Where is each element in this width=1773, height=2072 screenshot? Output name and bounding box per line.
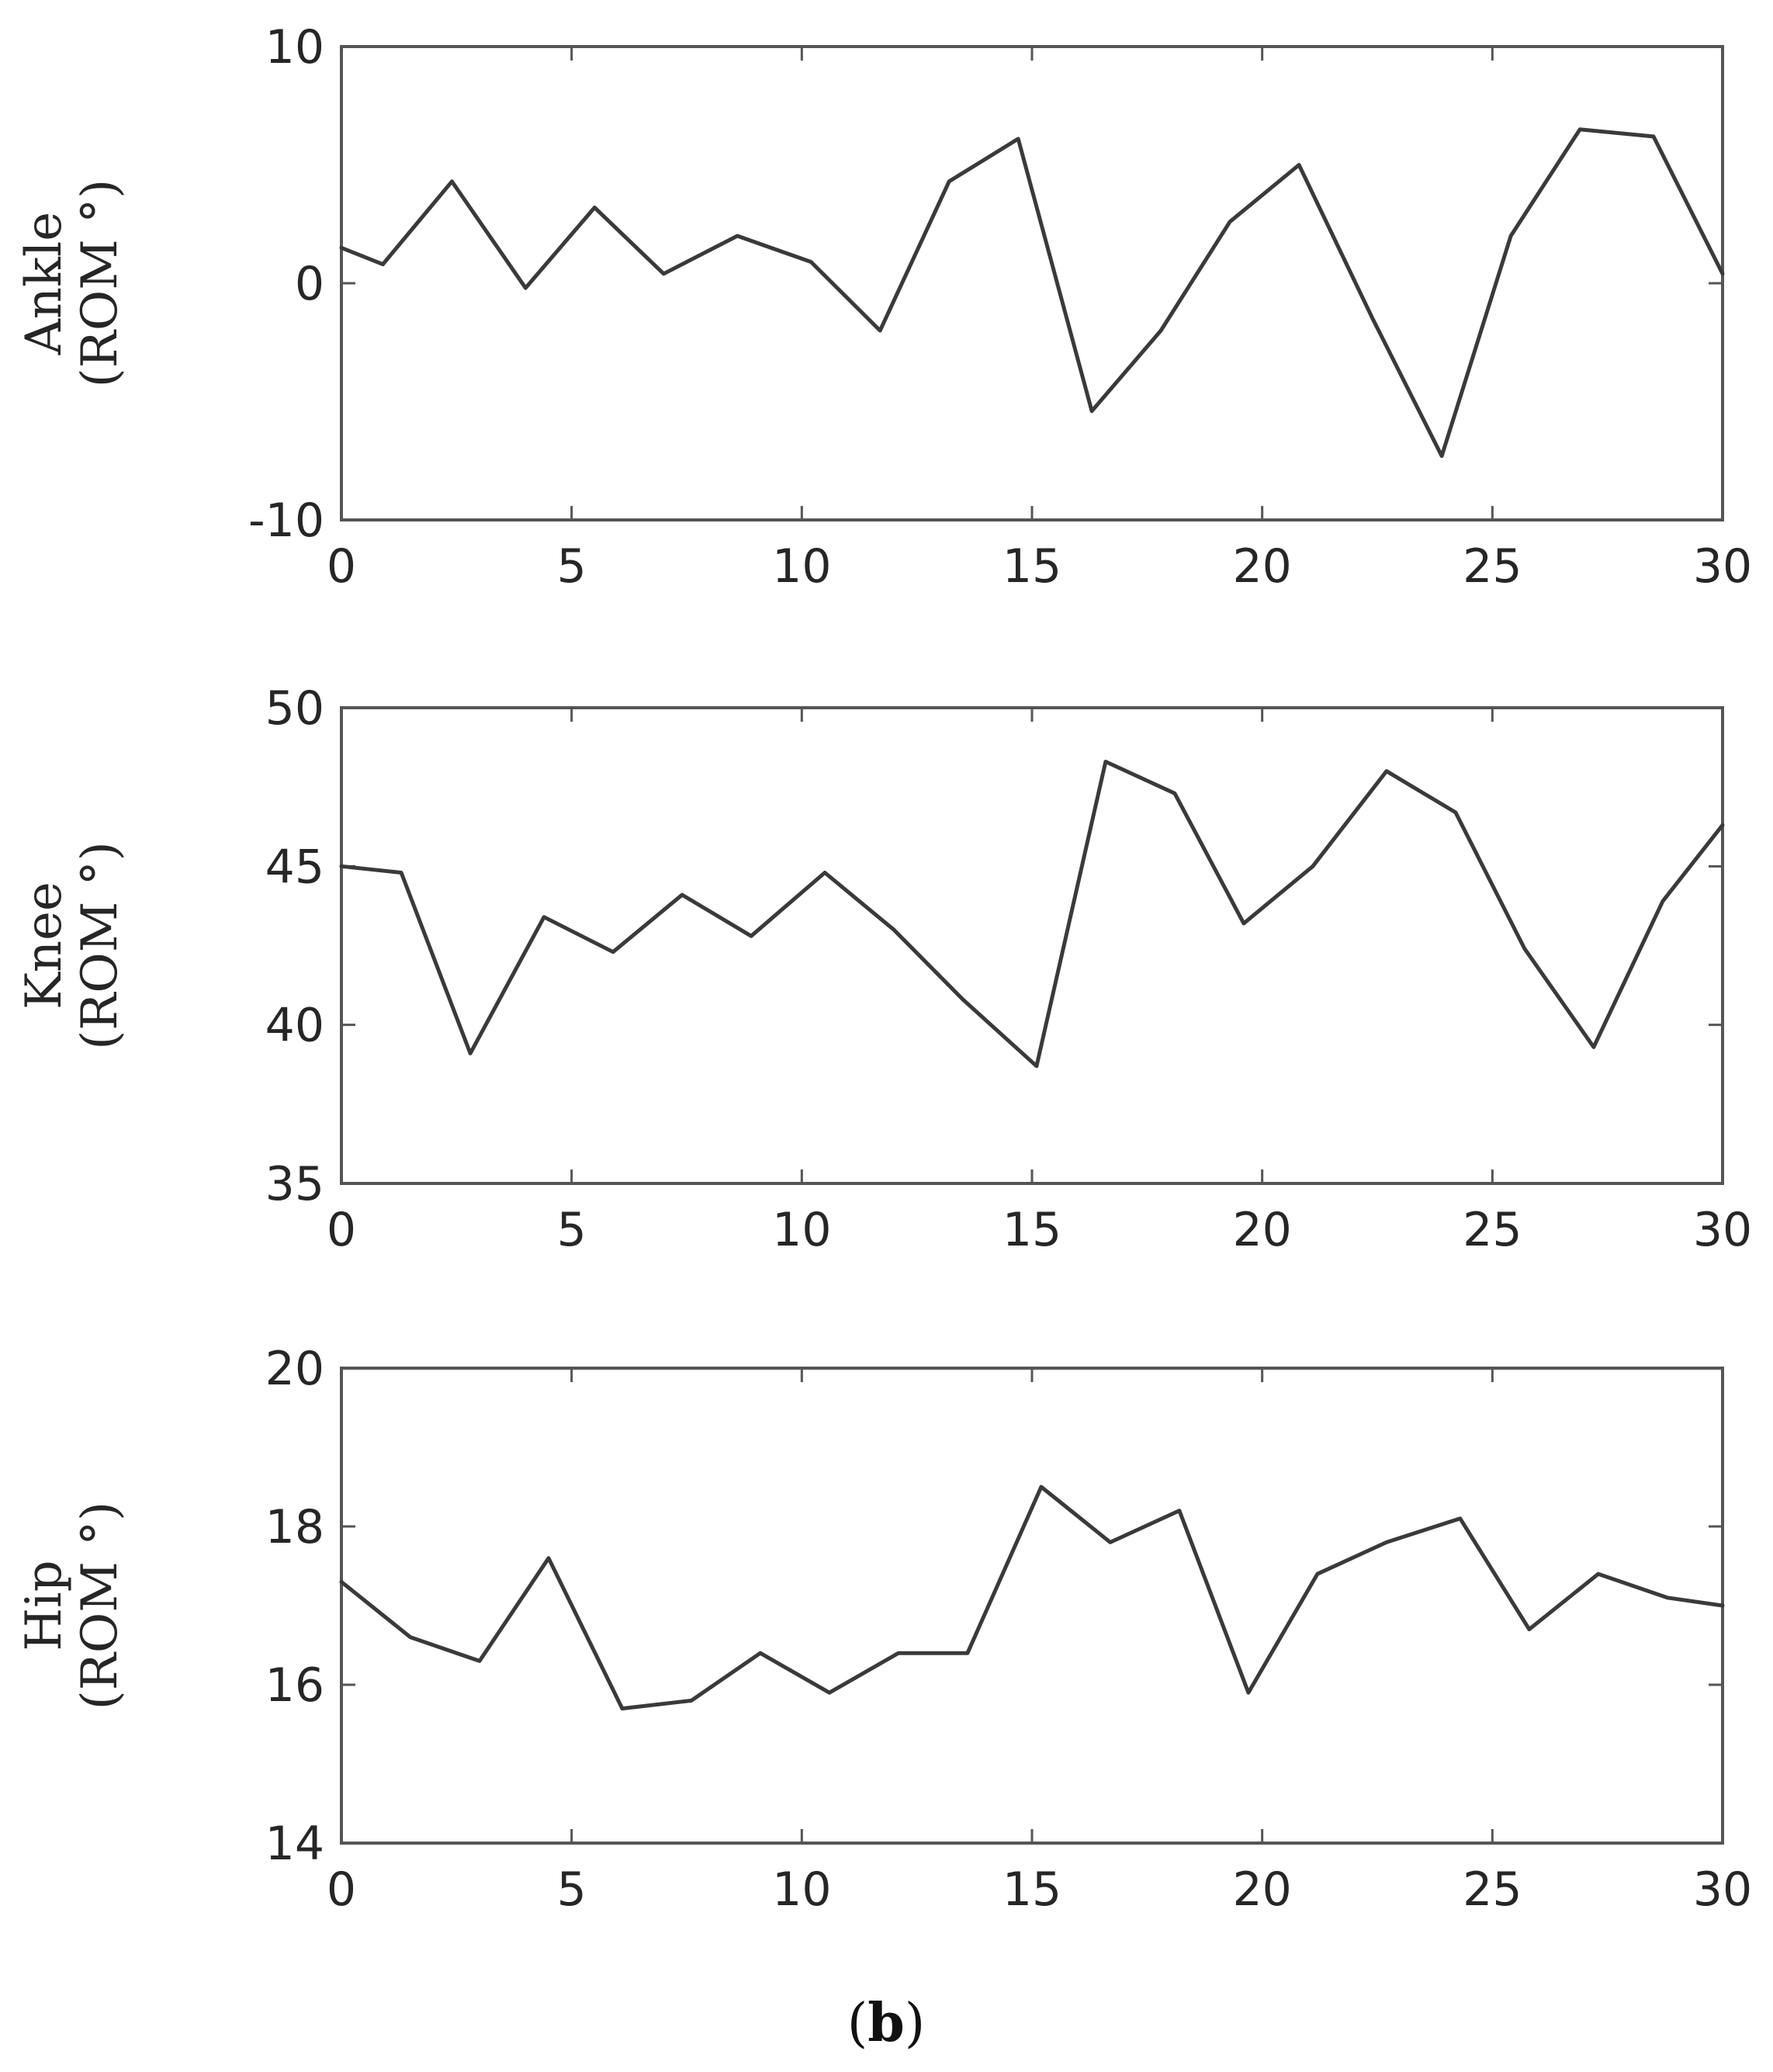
ankle-x-tick-label: 5 [557, 539, 587, 594]
hip-y-tick-label: 16 [265, 1658, 324, 1713]
hip-x-tick-label: 20 [1232, 1862, 1291, 1917]
caption-letter: b [867, 1992, 905, 2054]
hip-y-tick-label: 18 [265, 1500, 324, 1554]
ankle-y-axis-label: Ankle(ROM °) [16, 179, 129, 387]
hip-series-line [339, 1485, 1725, 1711]
ankle-x-tick-label: 20 [1232, 539, 1291, 594]
hip-x-tick-label: 10 [772, 1862, 831, 1917]
knee-x-tick-label: 5 [557, 1203, 587, 1257]
ankle-series-line [339, 127, 1725, 459]
knee-y-tick-label: 40 [265, 999, 324, 1053]
knee-y-tick-label: 50 [265, 681, 324, 736]
hip-x-tick-label: 15 [1003, 1862, 1061, 1917]
ankle-x-tick-label: 10 [772, 539, 831, 594]
ankle-x-tick-label: 15 [1003, 539, 1061, 594]
ankle-x-tick-label: 30 [1693, 539, 1752, 594]
knee-y-tick-label: 35 [265, 1157, 324, 1211]
knee-panel: 0 5 10 15 20 25 30 35 40 45 50 Knee(ROM °) [16, 681, 1752, 1257]
hip-y-axis-label-line2: (ROM °) [71, 1502, 129, 1710]
knee-x-tick-label: 15 [1003, 1203, 1061, 1257]
hip-y-axis-label-line1: Hip [16, 1560, 73, 1651]
knee-y-axis-label: Knee(ROM °) [16, 841, 129, 1049]
knee-x-tick-label: 20 [1232, 1203, 1291, 1257]
knee-x-tick-label: 0 [327, 1203, 356, 1257]
ankle-y-axis-label-line1: Ankle [16, 212, 73, 356]
knee-y-axis-label-line1: Knee [16, 882, 73, 1010]
figure-caption: (b) [847, 1992, 926, 2054]
knee-y-axis-label-line2: (ROM °) [71, 841, 129, 1049]
ankle-y-tick-label: 10 [265, 20, 324, 74]
ankle-y-axis-label-line2: (ROM °) [71, 179, 129, 387]
ankle-x-tick-label: 0 [327, 539, 356, 594]
caption-open-paren: ( [847, 1993, 868, 2054]
hip-panel: 0 5 10 15 20 25 30 14 16 18 20 Hip(ROM °) [16, 1342, 1752, 1917]
hip-x-tick-label: 0 [327, 1862, 356, 1917]
knee-x-tick-label: 30 [1693, 1203, 1752, 1257]
hip-x-tick-label: 30 [1693, 1862, 1752, 1917]
ankle-y-tick-label: -10 [248, 494, 324, 548]
caption-close-paren: ) [905, 1993, 926, 2054]
knee-x-tick-label: 25 [1463, 1203, 1522, 1257]
knee-plot-frame [340, 706, 1724, 1185]
hip-x-tick-label: 25 [1463, 1862, 1522, 1917]
hip-y-axis-label: Hip(ROM °) [16, 1502, 129, 1710]
knee-x-tick-label: 10 [772, 1203, 831, 1257]
hip-x-tick-label: 5 [557, 1862, 587, 1917]
hip-y-tick-label: 20 [265, 1342, 324, 1396]
ankle-y-tick-label: 0 [295, 257, 324, 311]
ankle-plot-frame [340, 45, 1724, 521]
knee-series-line [339, 760, 1725, 1069]
ankle-x-tick-label: 25 [1463, 539, 1522, 594]
hip-y-tick-label: 14 [265, 1817, 324, 1871]
knee-y-tick-label: 45 [265, 840, 324, 894]
